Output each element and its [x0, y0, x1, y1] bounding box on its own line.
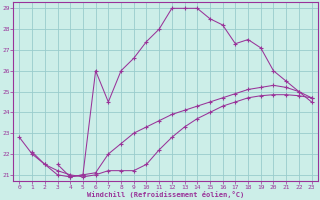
X-axis label: Windchill (Refroidissement éolien,°C): Windchill (Refroidissement éolien,°C)	[87, 191, 244, 198]
